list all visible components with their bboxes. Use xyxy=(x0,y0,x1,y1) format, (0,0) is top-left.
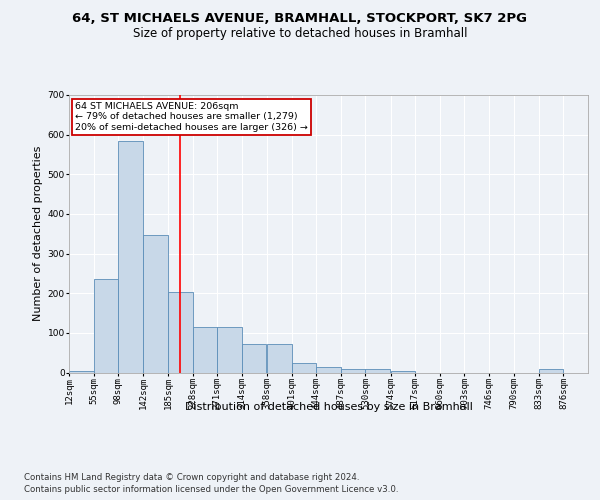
Text: Contains HM Land Registry data © Crown copyright and database right 2024.: Contains HM Land Registry data © Crown c… xyxy=(24,472,359,482)
Text: 64 ST MICHAELS AVENUE: 206sqm
← 79% of detached houses are smaller (1,279)
20% o: 64 ST MICHAELS AVENUE: 206sqm ← 79% of d… xyxy=(75,102,308,132)
Bar xyxy=(217,326,242,372)
Bar xyxy=(118,140,143,372)
Bar xyxy=(143,234,168,372)
Bar xyxy=(391,370,415,372)
Text: Size of property relative to detached houses in Bramhall: Size of property relative to detached ho… xyxy=(133,28,467,40)
Text: Contains public sector information licensed under the Open Government Licence v3: Contains public sector information licen… xyxy=(24,485,398,494)
Bar xyxy=(539,370,563,372)
Bar xyxy=(168,292,193,372)
Bar xyxy=(242,344,266,372)
Text: 64, ST MICHAELS AVENUE, BRAMHALL, STOCKPORT, SK7 2PG: 64, ST MICHAELS AVENUE, BRAMHALL, STOCKP… xyxy=(73,12,527,26)
Bar xyxy=(94,278,118,372)
Bar xyxy=(69,370,94,372)
Bar xyxy=(365,369,390,372)
Bar xyxy=(341,369,365,372)
Bar xyxy=(267,344,292,372)
Bar xyxy=(292,362,316,372)
Bar xyxy=(193,326,217,372)
Bar xyxy=(316,367,341,372)
Y-axis label: Number of detached properties: Number of detached properties xyxy=(34,146,43,322)
Text: Distribution of detached houses by size in Bramhall: Distribution of detached houses by size … xyxy=(185,402,473,412)
